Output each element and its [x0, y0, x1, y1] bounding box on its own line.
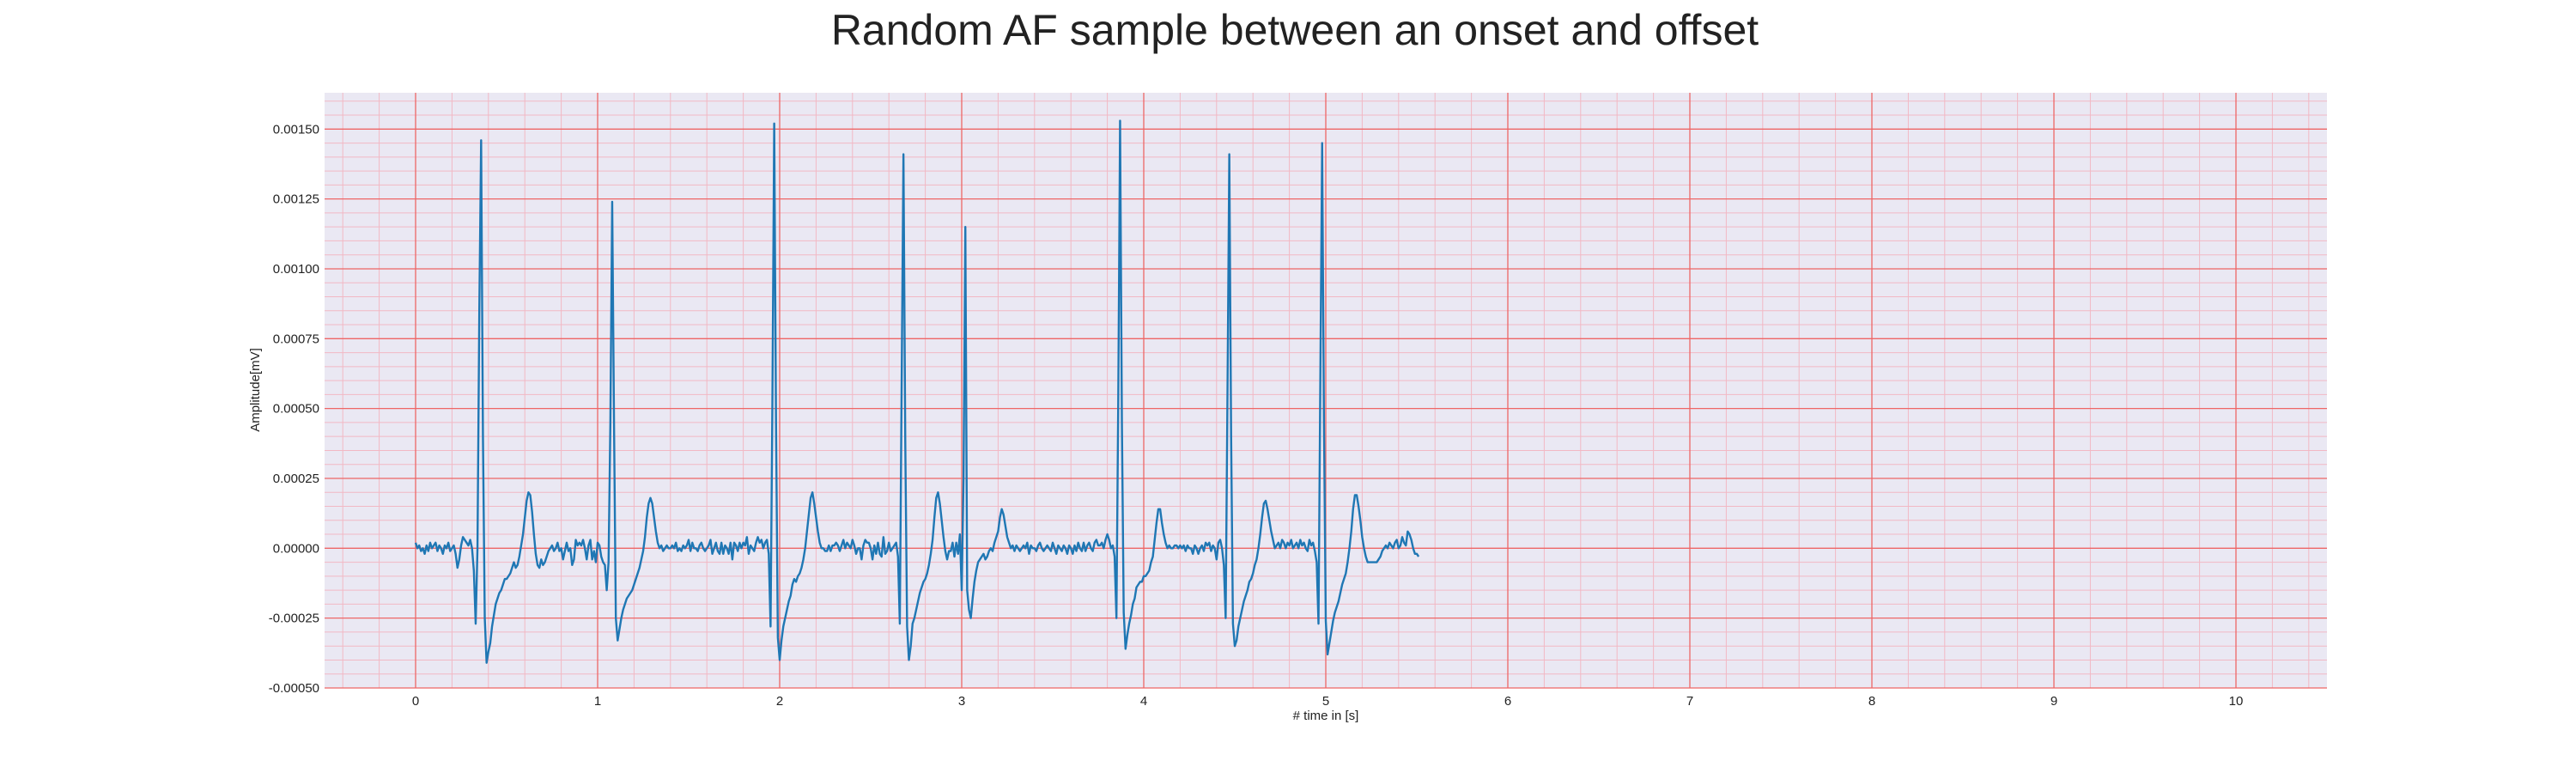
- y-tick-label: 0.00000: [273, 541, 319, 556]
- x-axis-ticks: 0 1 2 3 4 5 6 7 8 9 10: [412, 694, 2244, 709]
- major-grid: [325, 93, 2327, 689]
- x-tick-label: 1: [594, 694, 601, 709]
- x-tick-label: 7: [1686, 694, 1693, 709]
- y-tick-label: -0.00025: [269, 612, 319, 626]
- x-tick-label: 2: [776, 694, 783, 709]
- y-axis-ticks: -0.00050 -0.00025 0.00000 0.00025 0.00050 0.0…: [269, 122, 319, 696]
- x-tick-label: 5: [1322, 694, 1329, 709]
- y-tick-label: 0.00125: [273, 192, 319, 207]
- y-tick-label: 0.00025: [273, 472, 319, 486]
- x-tick-label: 8: [1868, 694, 1875, 709]
- x-tick-label: 6: [1504, 694, 1511, 709]
- chart-title: Random AF sample between an onset and of…: [831, 6, 1759, 54]
- x-axis-label: # time in [s]: [1293, 709, 1359, 723]
- x-tick-label: 3: [958, 694, 965, 709]
- y-tick-label: 0.00100: [273, 262, 319, 277]
- x-tick-label: 0: [412, 694, 419, 709]
- x-tick-label: 4: [1140, 694, 1147, 709]
- y-tick-label: -0.00050: [269, 681, 319, 696]
- y-tick-label: 0.00150: [273, 122, 319, 137]
- y-tick-label: 0.00075: [273, 332, 319, 346]
- y-tick-label: 0.00050: [273, 402, 319, 417]
- x-tick-label: 10: [2229, 694, 2244, 709]
- y-axis-label: Amplitude[mV]: [248, 348, 263, 432]
- series-line: [414, 119, 1420, 664]
- x-tick-label: 9: [2050, 694, 2057, 709]
